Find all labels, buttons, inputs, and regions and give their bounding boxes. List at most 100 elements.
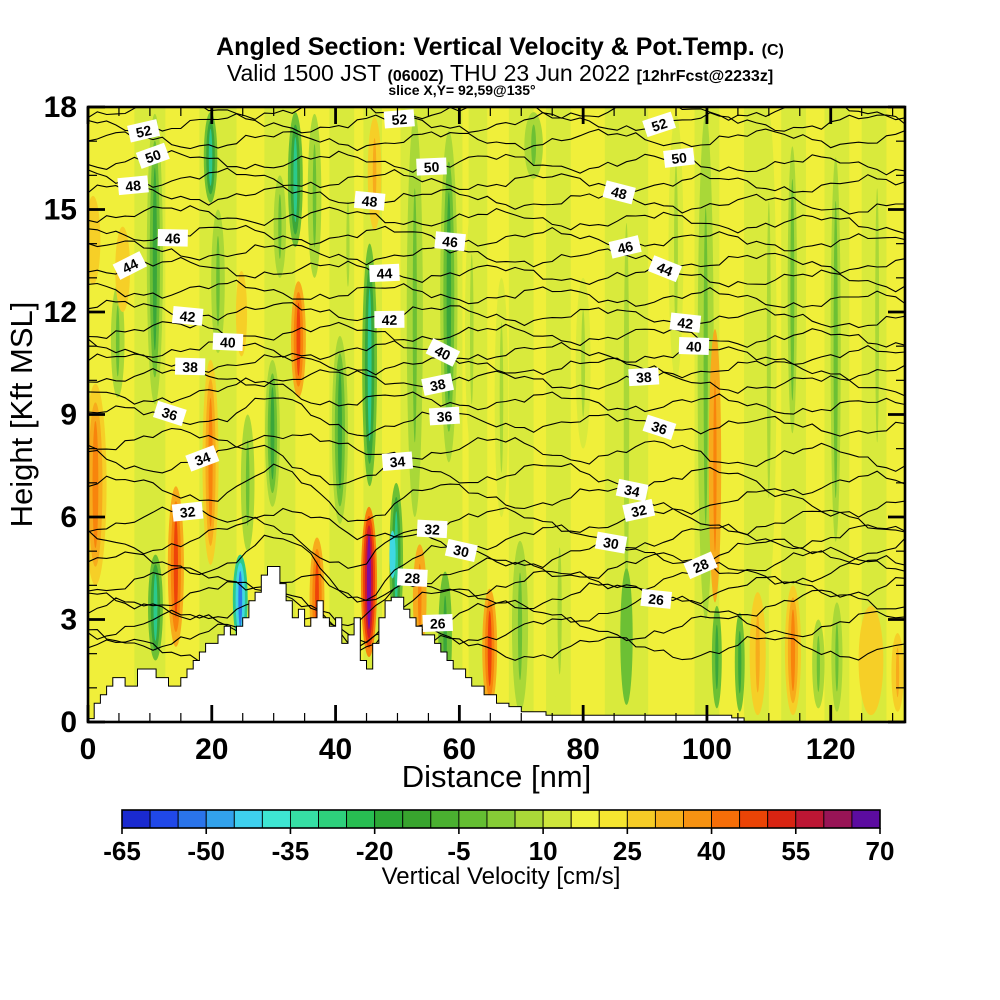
svg-text:42: 42 — [179, 308, 196, 325]
contour-label: 32 — [416, 519, 448, 539]
svg-text:46: 46 — [165, 230, 181, 246]
x-tick-label: 80 — [566, 733, 599, 766]
svg-text:28: 28 — [690, 555, 711, 576]
svg-text:34: 34 — [192, 449, 212, 470]
svg-text:44: 44 — [120, 255, 141, 276]
contour-label: 36 — [642, 414, 677, 441]
contour-label: 38 — [174, 357, 206, 376]
svg-text:30: 30 — [602, 534, 620, 552]
svg-text:50: 50 — [143, 146, 163, 166]
contour-label: 34 — [381, 451, 414, 471]
contour-label: 38 — [628, 367, 660, 387]
y-tick-label: 18 — [44, 91, 77, 124]
x-tick-label: 40 — [319, 733, 352, 766]
svg-text:50: 50 — [423, 159, 439, 176]
contour-label: 52 — [383, 109, 415, 129]
contour-label: 32 — [171, 501, 204, 522]
colorbar-title: Vertical Velocity [cm/s] — [382, 863, 621, 890]
svg-text:32: 32 — [630, 501, 649, 520]
colorbar-tick-label: 25 — [613, 836, 642, 866]
svg-text:26: 26 — [648, 591, 665, 609]
x-axis-title: Distance [nm] — [402, 759, 592, 794]
svg-text:40: 40 — [686, 338, 702, 355]
chart-title: Angled Section: Vertical Velocity & Pot.… — [0, 33, 1000, 62]
contour-label: 46 — [608, 235, 642, 259]
svg-text:32: 32 — [424, 521, 441, 538]
valid-time-text: Valid 1500 JST — [226, 60, 382, 86]
utc-time-text: (0600Z) — [387, 68, 444, 85]
contour-label: 40 — [425, 338, 461, 367]
contour-label: 28 — [683, 551, 718, 580]
svg-text:40: 40 — [220, 334, 236, 351]
svg-text:38: 38 — [636, 369, 653, 386]
slice-info: slice X,Y= 92,59@135° — [388, 82, 536, 98]
contour-label: 26 — [422, 613, 453, 632]
contour-label: 34 — [185, 445, 220, 472]
svg-text:52: 52 — [649, 115, 669, 135]
colorbar-tick-label: 55 — [781, 836, 810, 866]
contour-label: 48 — [117, 175, 149, 196]
contour-label: 38 — [421, 373, 455, 396]
svg-text:26: 26 — [430, 615, 446, 632]
svg-text:34: 34 — [389, 453, 406, 470]
svg-text:30: 30 — [452, 541, 471, 560]
contour-label: 50 — [416, 157, 447, 176]
contour-label: 44 — [647, 255, 683, 283]
svg-text:42: 42 — [677, 314, 694, 332]
contour-label: 40 — [678, 337, 710, 356]
contour-label: 32 — [622, 498, 656, 522]
colorbar-tick-label: 40 — [697, 836, 726, 866]
colorbar-tick-label: -35 — [272, 836, 310, 866]
svg-text:46: 46 — [442, 233, 459, 251]
colorbar-tick-label: -65 — [103, 836, 141, 866]
x-tick-label: 60 — [443, 733, 476, 766]
y-tick-label: 3 — [60, 604, 77, 637]
colorbar-tick-label: -20 — [356, 836, 394, 866]
contour-label: 44 — [369, 263, 400, 283]
svg-text:38: 38 — [182, 359, 198, 375]
contour-label: 26 — [640, 588, 673, 609]
colorbar-tick-label: -50 — [187, 836, 225, 866]
y-tick-label: 15 — [44, 194, 77, 227]
valid-date-text: THU 23 Jun 2022 — [449, 60, 631, 86]
chart-title-units: (C) — [761, 42, 784, 59]
svg-text:36: 36 — [436, 408, 453, 425]
contour-label: 30 — [444, 538, 478, 563]
contour-label: 50 — [663, 147, 695, 168]
contour-label: 48 — [353, 190, 386, 211]
x-tick-label: 100 — [682, 733, 732, 766]
svg-text:42: 42 — [382, 312, 398, 328]
velocity-fill-field — [88, 107, 905, 722]
y-tick-label: 12 — [44, 296, 77, 329]
contour-label: 40 — [212, 332, 244, 351]
svg-text:36: 36 — [160, 404, 180, 424]
x-tick-label: 20 — [195, 733, 228, 766]
chart-subtitle: Valid 1500 JST (0600Z) THU 23 Jun 2022 [… — [0, 60, 1000, 87]
axis-labels: Distance [nm] Height [Kft MSL] — [4, 302, 591, 794]
svg-text:44: 44 — [376, 265, 393, 282]
colorbar-tick-label: -5 — [447, 836, 470, 866]
contour-label: 36 — [152, 400, 187, 427]
x-tick-label: 120 — [806, 733, 856, 766]
y-tick-label: 0 — [60, 706, 77, 739]
contour-label: 44 — [112, 251, 148, 280]
contour-label: 48 — [602, 180, 636, 205]
contour-label: 42 — [374, 310, 405, 329]
x-tick-label: 0 — [80, 733, 97, 766]
svg-text:48: 48 — [125, 177, 142, 194]
svg-text:36: 36 — [649, 418, 669, 438]
contour-label: 46 — [434, 231, 466, 252]
forecast-lead-text: [12hrFcst@2233z] — [636, 68, 774, 85]
y-tick-label: 6 — [60, 501, 77, 534]
terrain-silhouette — [88, 566, 745, 722]
y-tick-label: 9 — [60, 399, 77, 432]
svg-text:44: 44 — [655, 259, 676, 280]
svg-text:32: 32 — [179, 503, 196, 521]
contour-label: 52 — [127, 119, 161, 143]
y-axis-title: Height [Kft MSL] — [4, 302, 39, 528]
chart-title-text: Angled Section: Vertical Velocity & Pot.… — [216, 33, 755, 61]
contour-label: 42 — [171, 306, 204, 326]
